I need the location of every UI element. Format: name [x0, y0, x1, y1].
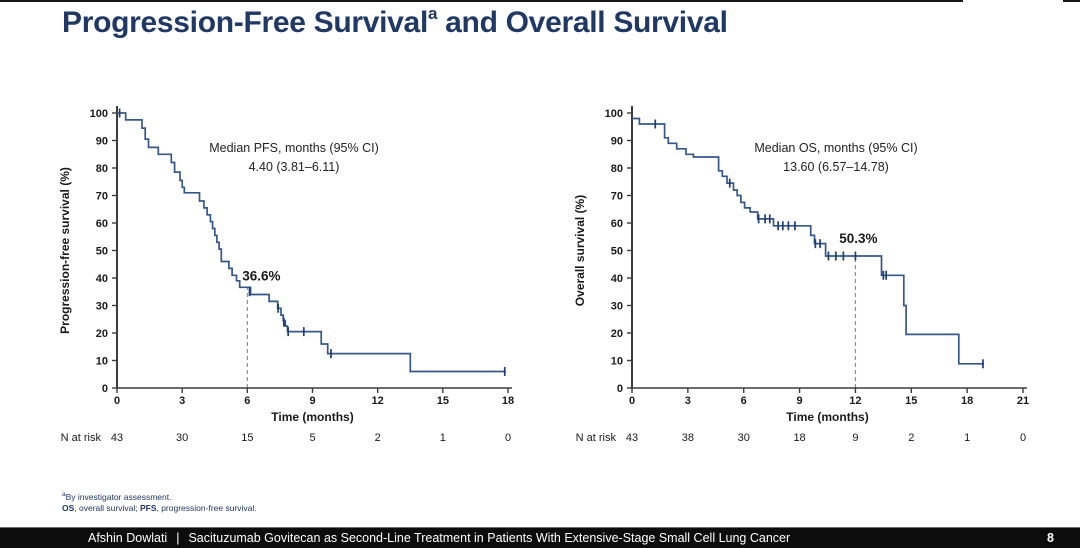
svg-text:18: 18: [793, 432, 805, 444]
svg-text:38: 38: [682, 432, 694, 444]
svg-text:9: 9: [309, 395, 315, 407]
svg-text:100: 100: [605, 108, 623, 120]
svg-text:36.6%: 36.6%: [242, 268, 280, 283]
svg-text:3: 3: [685, 395, 691, 407]
svg-text:4.40 (3.81–6.11): 4.40 (3.81–6.11): [249, 160, 340, 174]
svg-text:0: 0: [114, 395, 120, 407]
svg-text:N at risk: N at risk: [61, 432, 102, 444]
title-superscript: a: [427, 4, 438, 23]
svg-text:70: 70: [611, 191, 623, 203]
svg-text:13.60 (6.57–14.78): 13.60 (6.57–14.78): [783, 160, 889, 174]
svg-text:90: 90: [96, 136, 108, 148]
footnote-text-1: By investigator assessment.: [65, 491, 172, 502]
abbrev-os-definition: , overall survival;: [74, 502, 140, 513]
svg-text:0: 0: [505, 432, 511, 444]
svg-text:Time (months): Time (months): [271, 410, 353, 424]
abbrev-pfs-definition: , progression-free survival.: [156, 502, 257, 513]
svg-text:70: 70: [96, 191, 108, 203]
svg-text:50: 50: [96, 246, 108, 258]
svg-text:3: 3: [179, 395, 185, 407]
svg-text:2: 2: [375, 432, 381, 444]
svg-text:0: 0: [1020, 432, 1026, 444]
svg-text:90: 90: [611, 136, 623, 148]
footer-page-number: 8: [1047, 531, 1054, 545]
svg-text:2: 2: [908, 432, 914, 444]
svg-text:15: 15: [905, 395, 917, 407]
svg-text:30: 30: [176, 432, 188, 444]
footnote-line-1: aBy investigator assessment.: [62, 489, 257, 503]
svg-text:15: 15: [437, 395, 449, 407]
svg-text:1: 1: [964, 432, 970, 444]
svg-text:N at risk: N at risk: [576, 432, 617, 444]
footer-bar: Afshin Dowlati | Sacituzumab Govitecan a…: [0, 527, 1080, 548]
svg-text:Median PFS, months (95% CI): Median PFS, months (95% CI): [209, 141, 379, 155]
svg-text:0: 0: [629, 395, 635, 407]
page-title: Progression-Free Survivala and Overall S…: [62, 4, 728, 40]
footer-title: Sacituzumab Govitecan as Second-Line Tre…: [188, 531, 791, 545]
svg-text:18: 18: [502, 395, 514, 407]
footnote-superscript: a: [62, 491, 66, 498]
footer-separator: |: [176, 531, 180, 545]
svg-text:50.3%: 50.3%: [839, 231, 877, 246]
svg-text:20: 20: [96, 328, 108, 340]
svg-text:Overall survival (%): Overall survival (%): [573, 195, 587, 306]
svg-text:21: 21: [1017, 395, 1029, 407]
svg-text:10: 10: [96, 356, 108, 368]
svg-text:1: 1: [440, 432, 446, 444]
footnotes: aBy investigator assessment. OS, overall…: [62, 489, 257, 514]
svg-text:6: 6: [741, 395, 747, 407]
svg-text:43: 43: [626, 432, 638, 444]
svg-text:10: 10: [611, 356, 623, 368]
top-border-line: [0, 0, 963, 2]
svg-text:0: 0: [617, 383, 623, 395]
svg-text:30: 30: [611, 301, 623, 313]
title-main: Progression-Free Survival: [62, 6, 428, 39]
svg-text:6: 6: [244, 395, 250, 407]
svg-text:18: 18: [961, 395, 973, 407]
svg-text:0: 0: [102, 383, 108, 395]
abbrev-os: OS: [62, 502, 75, 513]
svg-text:12: 12: [372, 395, 384, 407]
svg-text:12: 12: [849, 395, 861, 407]
svg-text:20: 20: [611, 328, 623, 340]
svg-text:40: 40: [611, 273, 623, 285]
svg-text:9: 9: [797, 395, 803, 407]
svg-text:Median OS, months (95% CI): Median OS, months (95% CI): [754, 141, 917, 155]
svg-text:Time (months): Time (months): [786, 410, 868, 424]
svg-text:40: 40: [96, 273, 108, 285]
svg-text:60: 60: [96, 218, 108, 230]
svg-text:30: 30: [738, 432, 750, 444]
svg-text:5: 5: [309, 432, 315, 444]
svg-text:15: 15: [241, 432, 253, 444]
svg-text:60: 60: [611, 218, 623, 230]
svg-text:30: 30: [96, 301, 108, 313]
svg-text:50: 50: [611, 246, 623, 258]
top-border-line-right: [1063, 0, 1080, 2]
abbrev-pfs: PFS: [139, 502, 157, 513]
svg-text:80: 80: [611, 163, 623, 175]
svg-text:Progression-free survival (%): Progression-free survival (%): [58, 167, 72, 334]
title-rest: and Overall Survival: [437, 6, 728, 39]
footer-presenter: Afshin Dowlati: [88, 531, 168, 545]
svg-text:9: 9: [852, 432, 858, 444]
svg-text:80: 80: [96, 163, 108, 175]
svg-text:43: 43: [111, 432, 123, 444]
footnote-line-2: OS, overall survival; PFS, progression-f…: [62, 503, 257, 514]
svg-text:100: 100: [90, 108, 108, 120]
